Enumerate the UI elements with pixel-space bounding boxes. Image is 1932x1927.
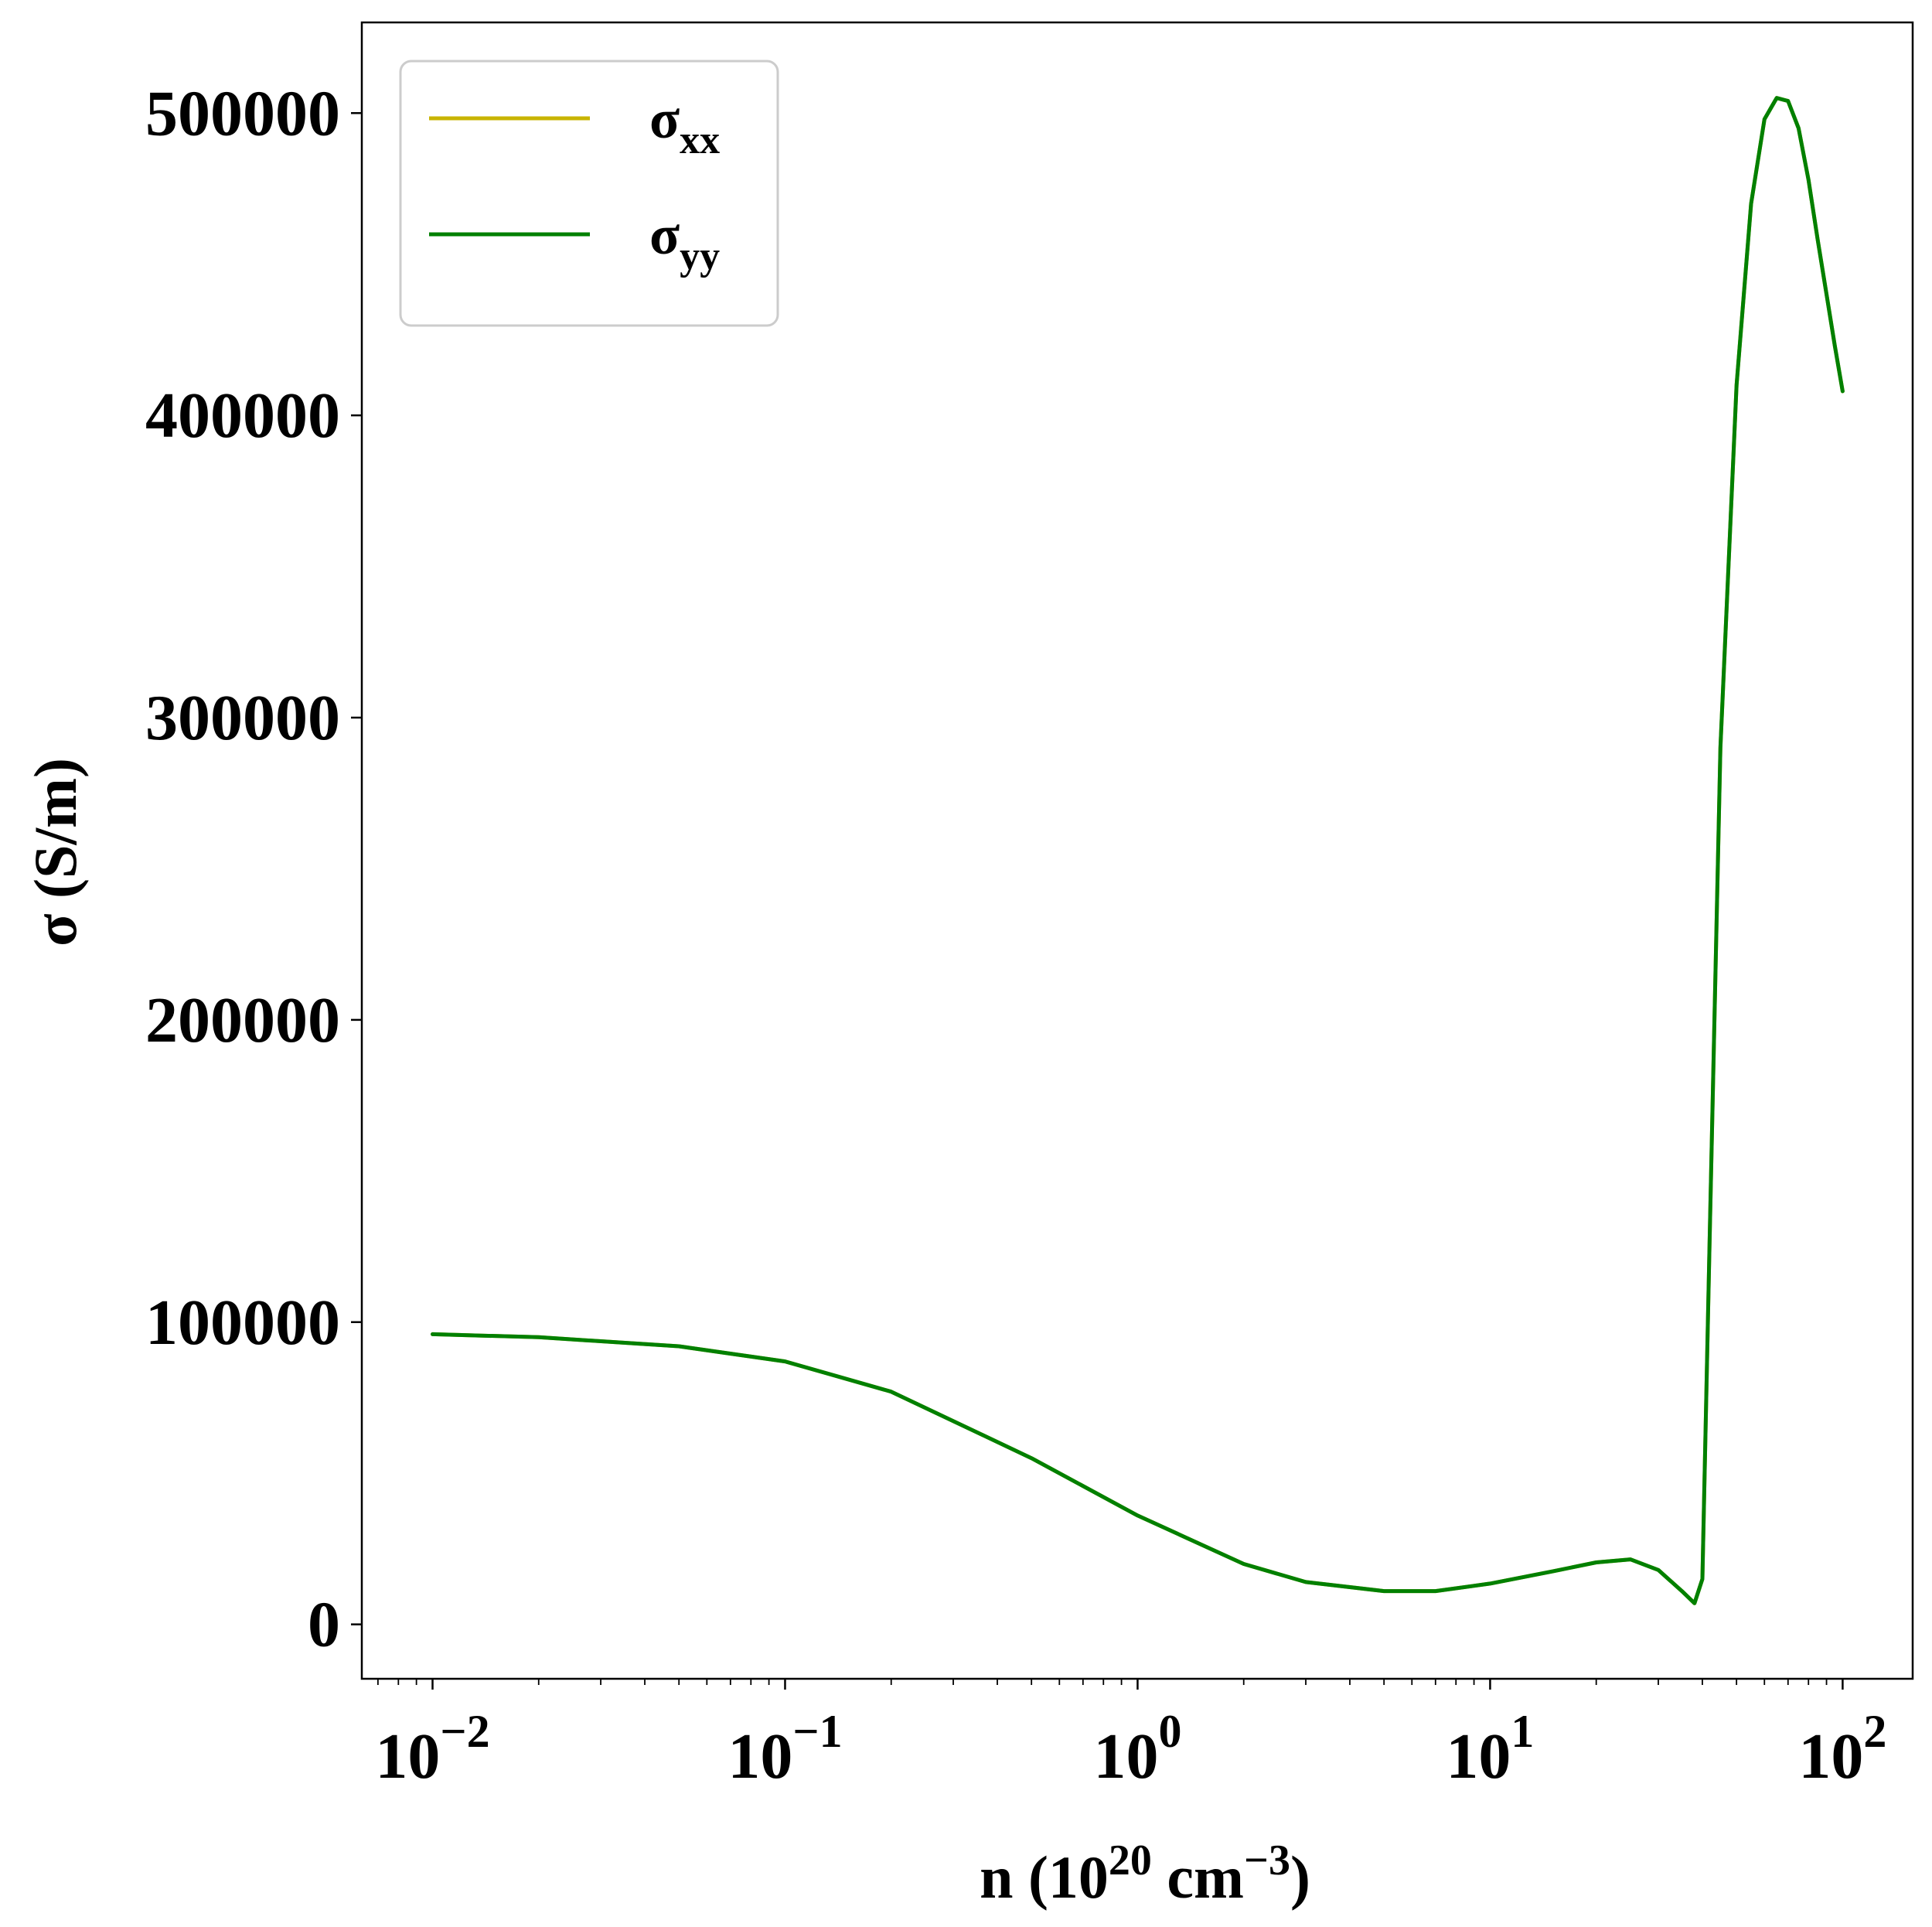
legend-label-sigma-xx: σxx [649,88,720,162]
x-tick-label-base: 10 [1093,1721,1158,1792]
legend-box [399,60,779,327]
series-line-sigma-yy [431,96,1845,1605]
plot-lines [431,96,1845,1605]
y-tick-label: 100000 [145,1287,340,1359]
y-axis-ticks: 0 100000 200000 300000 400000 500000 [145,77,362,1661]
x-axis-ticks: 10−2 10−1 100 101 102 [375,1679,1886,1792]
x-axis-label-unit-exponent: −3 [1244,1837,1290,1884]
x-tick-label-base: 10 [1798,1721,1863,1792]
x-tick-label: 10−1 [727,1706,842,1792]
y-tick-label: 0 [308,1589,340,1661]
x-tick-label: 102 [1798,1706,1886,1792]
y-tick-label: 300000 [145,682,340,754]
x-tick-label-base: 10 [727,1721,792,1792]
x-tick-label-base: 10 [375,1721,440,1792]
x-axis-minor-ticks [377,1679,1828,1685]
legend-label-sigma-xx-main: σ [649,88,680,150]
x-axis-label-base: n (10 [980,1843,1109,1911]
x-tick-label-exponent: 2 [1863,1706,1886,1757]
y-tick-label: 400000 [145,380,340,452]
x-tick-label: 101 [1446,1706,1534,1792]
x-tick-label-exponent: 0 [1158,1706,1181,1757]
legend: σxx σyy [399,60,779,327]
x-axis-label-end: ) [1290,1843,1310,1911]
x-axis-label-unit: cm [1152,1843,1244,1911]
legend-label-sigma-yy: σyy [649,204,720,278]
legend-label-sigma-yy-main: σ [649,204,680,266]
legend-label-sigma-yy-sub: yy [680,234,720,278]
y-tick-label: 500000 [145,77,340,149]
plot-area-frame [360,21,1914,1680]
y-axis-label: σ (S/m) [22,758,89,946]
x-tick-label-base: 10 [1446,1721,1511,1792]
x-tick-label-exponent: −1 [792,1706,842,1757]
x-axis-label-exponent: 20 [1109,1837,1152,1884]
x-axis-label: n (1020 cm−3) [980,1837,1310,1911]
legend-label-sigma-xx-sub: xx [680,118,720,162]
x-tick-label-exponent: −2 [440,1706,489,1757]
x-tick-label: 100 [1093,1706,1181,1792]
y-tick-label: 200000 [145,984,340,1056]
x-tick-label-exponent: 1 [1511,1706,1534,1757]
x-tick-label: 10−2 [375,1706,489,1792]
